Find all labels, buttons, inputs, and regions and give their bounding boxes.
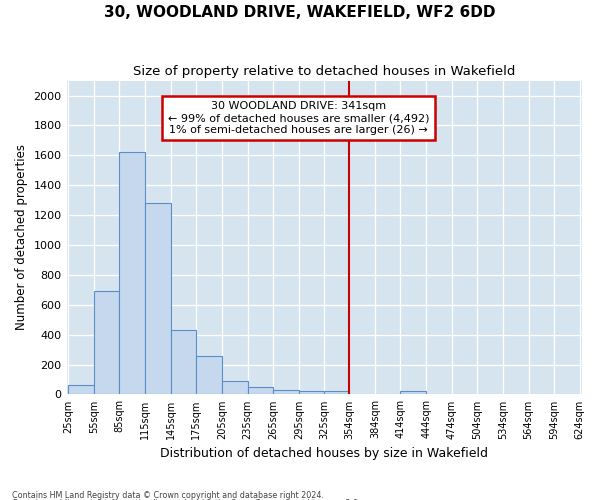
Text: 30 WOODLAND DRIVE: 341sqm
← 99% of detached houses are smaller (4,492)
1% of sem: 30 WOODLAND DRIVE: 341sqm ← 99% of detac… xyxy=(167,102,429,134)
Bar xyxy=(325,392,349,394)
Bar xyxy=(171,330,196,394)
X-axis label: Distribution of detached houses by size in Wakefield: Distribution of detached houses by size … xyxy=(160,447,488,460)
Bar xyxy=(145,203,171,394)
Bar xyxy=(248,386,273,394)
Bar xyxy=(273,390,299,394)
Bar xyxy=(222,381,248,394)
Bar xyxy=(196,356,222,395)
Y-axis label: Number of detached properties: Number of detached properties xyxy=(15,144,28,330)
Bar xyxy=(400,392,426,394)
Bar xyxy=(94,290,119,395)
Text: 30, WOODLAND DRIVE, WAKEFIELD, WF2 6DD: 30, WOODLAND DRIVE, WAKEFIELD, WF2 6DD xyxy=(104,5,496,20)
Title: Size of property relative to detached houses in Wakefield: Size of property relative to detached ho… xyxy=(133,65,515,78)
Text: Contains HM Land Registry data © Crown copyright and database right 2024.: Contains HM Land Registry data © Crown c… xyxy=(12,490,324,500)
Bar xyxy=(299,391,325,394)
Bar xyxy=(68,384,94,394)
Bar xyxy=(119,152,145,394)
